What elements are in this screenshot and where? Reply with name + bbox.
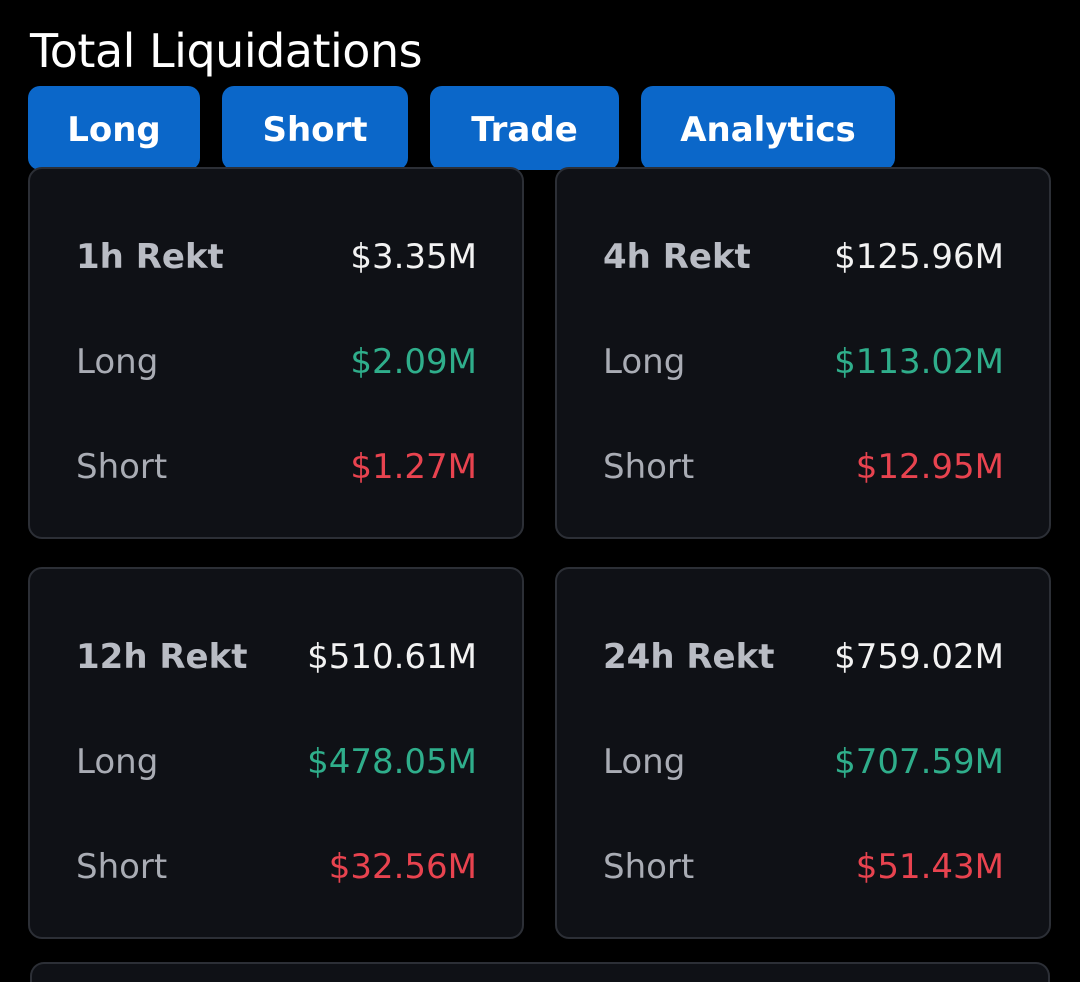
tab-short[interactable]: Short bbox=[222, 86, 408, 170]
short-label: Short bbox=[76, 847, 168, 887]
long-label: Long bbox=[603, 342, 686, 382]
total-row: 4h Rekt $125.96M bbox=[603, 232, 1004, 282]
total-value: $759.02M bbox=[834, 637, 1004, 677]
short-value: $1.27M bbox=[350, 447, 477, 487]
total-value: $3.35M bbox=[350, 237, 477, 277]
liquidation-card-1h: 1h Rekt $3.35M Long $2.09M Short $1.27M bbox=[28, 167, 524, 539]
short-label: Short bbox=[603, 847, 695, 887]
total-row: 1h Rekt $3.35M bbox=[76, 232, 477, 282]
short-row: Short $32.56M bbox=[76, 842, 477, 892]
long-value: $478.05M bbox=[307, 742, 477, 782]
short-row: Short $1.27M bbox=[76, 442, 477, 492]
tab-long[interactable]: Long bbox=[28, 86, 200, 170]
short-value: $51.43M bbox=[855, 847, 1004, 887]
long-row: Long $2.09M bbox=[76, 337, 477, 387]
liquidation-card-24h: 24h Rekt $759.02M Long $707.59M Short $5… bbox=[555, 567, 1051, 939]
total-value: $125.96M bbox=[834, 237, 1004, 277]
period-label: 12h Rekt bbox=[76, 637, 248, 677]
liquidation-card-4h: 4h Rekt $125.96M Long $113.02M Short $12… bbox=[555, 167, 1051, 539]
period-label: 4h Rekt bbox=[603, 237, 751, 277]
long-row: Long $478.05M bbox=[76, 737, 477, 787]
short-label: Short bbox=[603, 447, 695, 487]
tab-bar: Long Short Trade Analytics bbox=[0, 86, 1080, 176]
total-value: $510.61M bbox=[307, 637, 477, 677]
long-value: $113.02M bbox=[834, 342, 1004, 382]
liquidation-card-12h: 12h Rekt $510.61M Long $478.05M Short $3… bbox=[28, 567, 524, 939]
long-row: Long $707.59M bbox=[603, 737, 1004, 787]
short-row: Short $51.43M bbox=[603, 842, 1004, 892]
short-row: Short $12.95M bbox=[603, 442, 1004, 492]
period-label: 1h Rekt bbox=[76, 237, 224, 277]
long-label: Long bbox=[76, 342, 159, 382]
long-value: $2.09M bbox=[350, 342, 477, 382]
tab-trade[interactable]: Trade bbox=[430, 86, 619, 170]
short-label: Short bbox=[76, 447, 168, 487]
tab-analytics[interactable]: Analytics bbox=[641, 86, 895, 170]
page-title: Total Liquidations bbox=[30, 24, 423, 78]
long-value: $707.59M bbox=[834, 742, 1004, 782]
long-row: Long $113.02M bbox=[603, 337, 1004, 387]
short-value: $12.95M bbox=[855, 447, 1004, 487]
long-label: Long bbox=[76, 742, 159, 782]
short-value: $32.56M bbox=[328, 847, 477, 887]
next-card-edge bbox=[30, 962, 1050, 982]
period-label: 24h Rekt bbox=[603, 637, 775, 677]
total-row: 12h Rekt $510.61M bbox=[76, 632, 477, 682]
total-row: 24h Rekt $759.02M bbox=[603, 632, 1004, 682]
long-label: Long bbox=[603, 742, 686, 782]
